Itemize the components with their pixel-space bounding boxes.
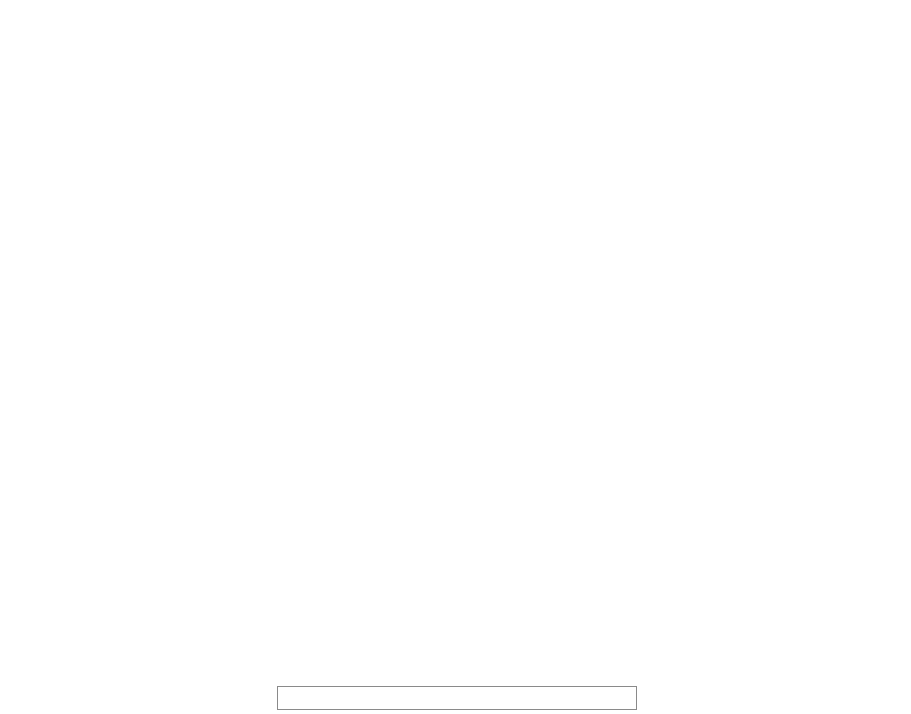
legend-line-swatch xyxy=(312,697,334,700)
legend-line-swatch xyxy=(487,697,509,700)
legend-line-swatch xyxy=(575,697,597,700)
legend xyxy=(277,686,637,710)
legend-item xyxy=(575,697,602,700)
legend-item xyxy=(312,697,339,700)
legend-item xyxy=(487,697,514,700)
legend-item xyxy=(400,697,427,700)
legend-line-swatch xyxy=(400,697,422,700)
